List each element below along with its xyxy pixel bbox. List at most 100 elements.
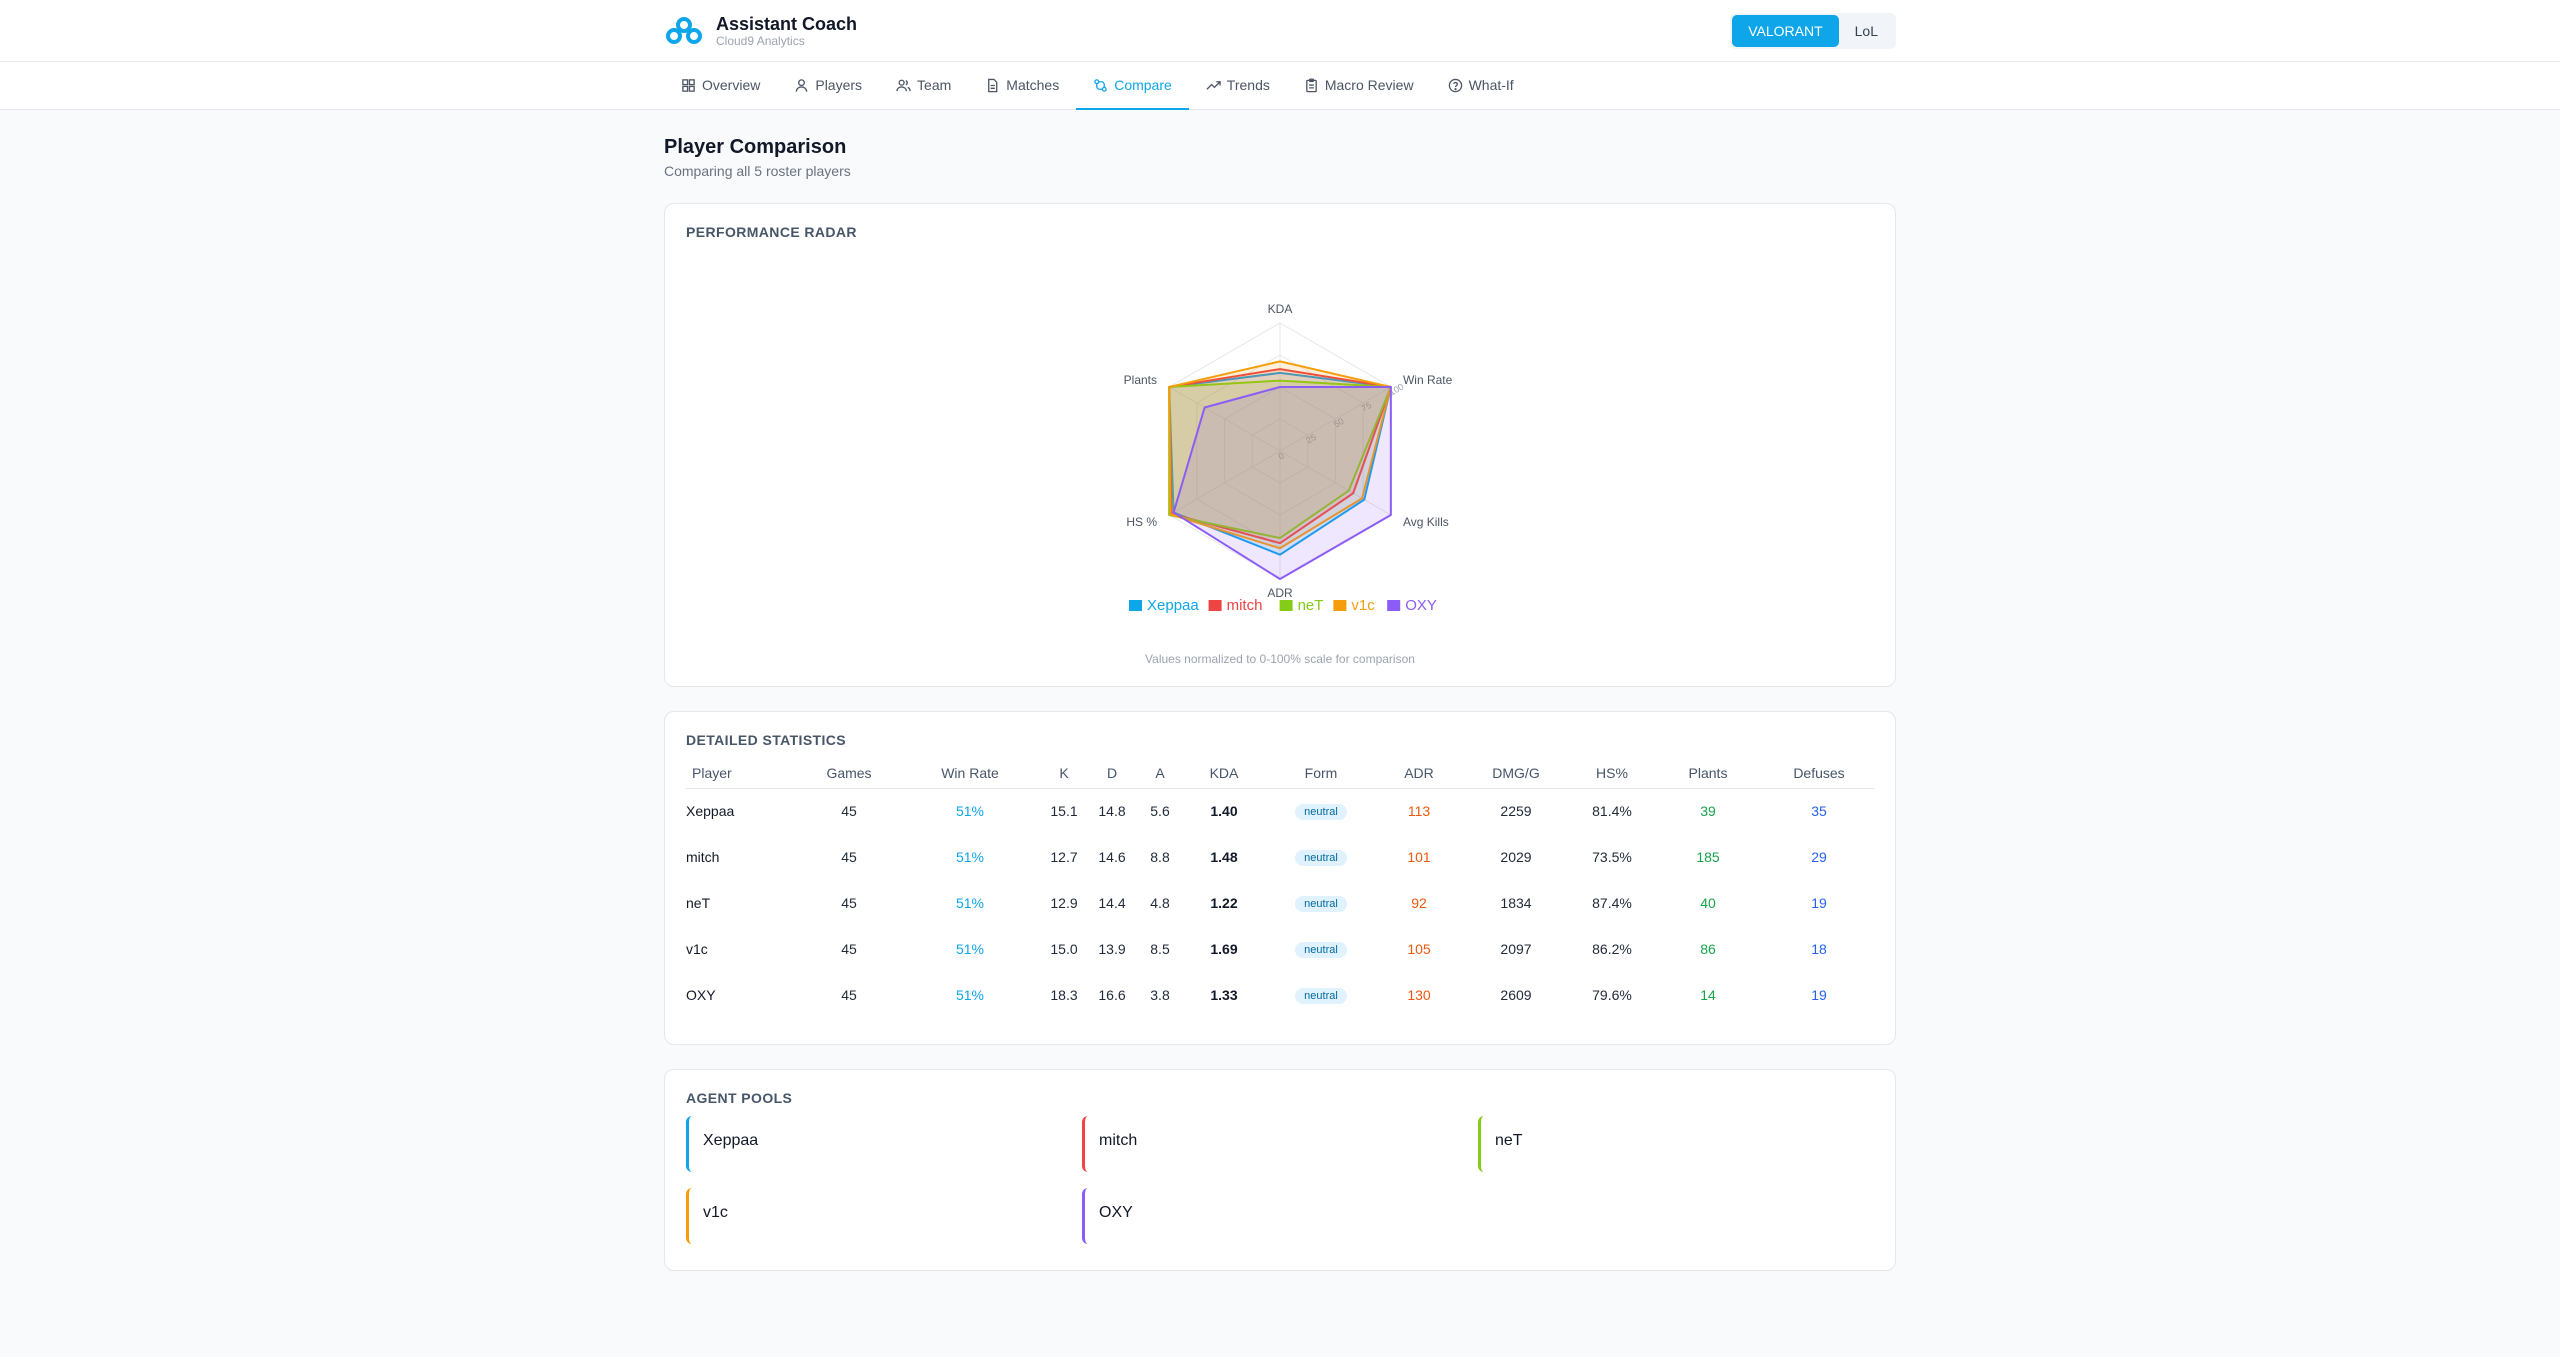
tab-overview[interactable]: Overview bbox=[664, 62, 777, 110]
col-hs[interactable]: HS% bbox=[1572, 758, 1652, 789]
col-form[interactable]: Form bbox=[1264, 758, 1378, 789]
form-badge: neutral bbox=[1295, 850, 1347, 866]
cell-kda: 1.48 bbox=[1210, 849, 1238, 865]
cell-games: 45 bbox=[841, 895, 857, 911]
cell-plants: 14 bbox=[1700, 987, 1716, 1003]
col-dmg-per-game[interactable]: DMG/G bbox=[1460, 758, 1572, 789]
cell-win-rate: 51% bbox=[955, 849, 985, 865]
col-plants[interactable]: Plants bbox=[1652, 758, 1764, 789]
radar-axis-line bbox=[1279, 386, 1392, 452]
agent-pool-v1c[interactable]: v1c bbox=[686, 1188, 1082, 1244]
trending-up-icon bbox=[1206, 80, 1221, 90]
agent-pool-xeppaa[interactable]: Xeppaa bbox=[686, 1116, 1082, 1172]
radar-axis-label: ADR bbox=[1267, 586, 1293, 600]
lol-button[interactable]: LoL bbox=[1839, 15, 1894, 47]
page-title: Player Comparison bbox=[664, 136, 847, 158]
cell-kda: 1.22 bbox=[1210, 895, 1238, 911]
tab-matches-label: Matches bbox=[1006, 77, 1060, 93]
cell-dmg: 2259 bbox=[1500, 803, 1532, 820]
cell-form: neutral bbox=[1264, 834, 1378, 880]
performance-radar-chart: KDA Win Rate Avg Kills ADR HS % Plants 0 25 50 75… bbox=[1124, 302, 1453, 614]
radar-tick-label: 75 bbox=[1360, 400, 1374, 414]
form-badge: neutral bbox=[1295, 942, 1347, 958]
user-icon bbox=[796, 78, 808, 92]
col-d[interactable]: D bbox=[1088, 758, 1136, 789]
cell-k: 12.7 bbox=[1050, 849, 1078, 865]
tab-matches[interactable]: Matches bbox=[968, 62, 1076, 110]
tab-macro-review[interactable]: Macro Review bbox=[1287, 62, 1431, 110]
cell-games: 45 bbox=[841, 849, 857, 865]
page-subtitle: Comparing all 5 roster players bbox=[664, 163, 851, 179]
col-games[interactable]: Games bbox=[798, 758, 900, 789]
agent-pool-mitch[interactable]: mitch bbox=[1082, 1116, 1478, 1172]
legend-entry: OXY bbox=[1405, 597, 1437, 614]
table-row[interactable]: OXY 45 51% 18.3 16.6 3.8 1.33 neutral 13… bbox=[686, 972, 1874, 1018]
cell-k: 15.1 bbox=[1050, 803, 1078, 820]
cell-win-rate: 51% bbox=[955, 941, 985, 957]
agent-pool-net[interactable]: neT bbox=[1478, 1116, 1874, 1172]
table-row[interactable]: v1c 45 51% 15.0 13.9 8.5 1.69 neutral 10… bbox=[686, 926, 1874, 972]
tab-trends[interactable]: Trends bbox=[1189, 62, 1287, 110]
agents-card-title: AGENT POOLS bbox=[686, 1090, 793, 1106]
cell-kda: 1.33 bbox=[1210, 987, 1238, 1003]
col-a[interactable]: A bbox=[1136, 758, 1184, 789]
agent-pools-card: AGENT POOLS Xeppaa mitch neT v1c OXY bbox=[664, 1069, 1896, 1271]
cell-kda: 1.69 bbox=[1210, 941, 1238, 957]
tab-what-if[interactable]: What-If bbox=[1431, 62, 1531, 110]
brand[interactable]: Assistant Coach Cloud9 Analytics bbox=[664, 14, 857, 48]
tab-team[interactable]: Team bbox=[879, 62, 968, 110]
table-row[interactable]: mitch 45 51% 12.7 14.6 8.8 1.48 neutral … bbox=[686, 834, 1874, 880]
document-icon bbox=[988, 78, 998, 92]
cell-a: 4.8 bbox=[1150, 895, 1170, 911]
legend-swatch bbox=[1333, 600, 1347, 611]
radar-series-oxy bbox=[1172, 386, 1392, 580]
tab-team-label: Team bbox=[917, 77, 952, 93]
radar-axis-line bbox=[1168, 450, 1281, 516]
cell-defuses: 19 bbox=[1811, 895, 1827, 911]
agent-pool-grid: Xeppaa mitch neT v1c OXY bbox=[686, 1116, 1874, 1244]
stats-card-title: DETAILED STATISTICS bbox=[686, 732, 847, 748]
form-badge: neutral bbox=[1295, 804, 1347, 821]
legend-entry: Xeppaa bbox=[1147, 597, 1199, 614]
col-kda[interactable]: KDA bbox=[1184, 758, 1264, 789]
legend-swatch bbox=[1129, 600, 1142, 611]
cell-hs: 81.4% bbox=[1592, 803, 1632, 820]
valorant-button[interactable]: VALORANT bbox=[1732, 15, 1839, 47]
cell-win-rate: 51% bbox=[955, 803, 985, 820]
tab-what-if-label: What-If bbox=[1468, 77, 1514, 93]
cell-adr: 92 bbox=[1411, 895, 1427, 911]
col-win-rate[interactable]: Win Rate bbox=[900, 758, 1040, 789]
cell-a: 8.5 bbox=[1150, 941, 1170, 957]
cell-dmg: 2097 bbox=[1500, 941, 1532, 957]
col-defuses[interactable]: Defuses bbox=[1764, 758, 1874, 789]
table-header-row: Player Games Win Rate K D A KDA Form ADR… bbox=[686, 758, 1874, 789]
col-player[interactable]: Player bbox=[686, 758, 798, 789]
radar-axis-line bbox=[1279, 450, 1392, 516]
cell-kda: 1.40 bbox=[1210, 803, 1238, 820]
col-k[interactable]: K bbox=[1040, 758, 1088, 789]
cell-a: 8.8 bbox=[1150, 849, 1170, 865]
tab-players[interactable]: Players bbox=[777, 62, 879, 110]
cell-player: neT bbox=[686, 895, 711, 911]
tab-players-label: Players bbox=[815, 77, 863, 93]
col-adr[interactable]: ADR bbox=[1378, 758, 1460, 789]
tab-compare[interactable]: Compare bbox=[1076, 62, 1189, 110]
cell-d: 13.9 bbox=[1098, 941, 1126, 957]
cell-games: 45 bbox=[841, 941, 857, 957]
tab-macro-review-label: Macro Review bbox=[1324, 77, 1414, 93]
cell-k: 18.3 bbox=[1050, 987, 1078, 1003]
cell-plants: 39 bbox=[1700, 803, 1716, 820]
table-row[interactable]: neT 45 51% 12.9 14.4 4.8 1.22 neutral 92… bbox=[686, 880, 1874, 926]
chart-note: Values normalized to 0-100% scale for co… bbox=[1145, 652, 1415, 666]
cell-d: 16.6 bbox=[1098, 987, 1126, 1003]
cell-a: 5.6 bbox=[1150, 803, 1170, 820]
app-subtitle: Cloud9 Analytics bbox=[716, 34, 805, 48]
cell-plants: 40 bbox=[1700, 895, 1716, 911]
agent-pool-oxy[interactable]: OXY bbox=[1082, 1188, 1478, 1244]
radar-card-title: PERFORMANCE RADAR bbox=[686, 224, 857, 240]
tab-compare-label: Compare bbox=[1114, 77, 1172, 93]
table-row[interactable]: Xeppaa 45 51% 15.1 14.8 5.6 1.40 neutral… bbox=[686, 788, 1874, 834]
cell-hs: 79.6% bbox=[1592, 987, 1632, 1003]
stats-table: Player Games Win Rate K D A KDA Form ADR… bbox=[686, 758, 1874, 1018]
radar-axis-label: Plants bbox=[1124, 373, 1157, 387]
